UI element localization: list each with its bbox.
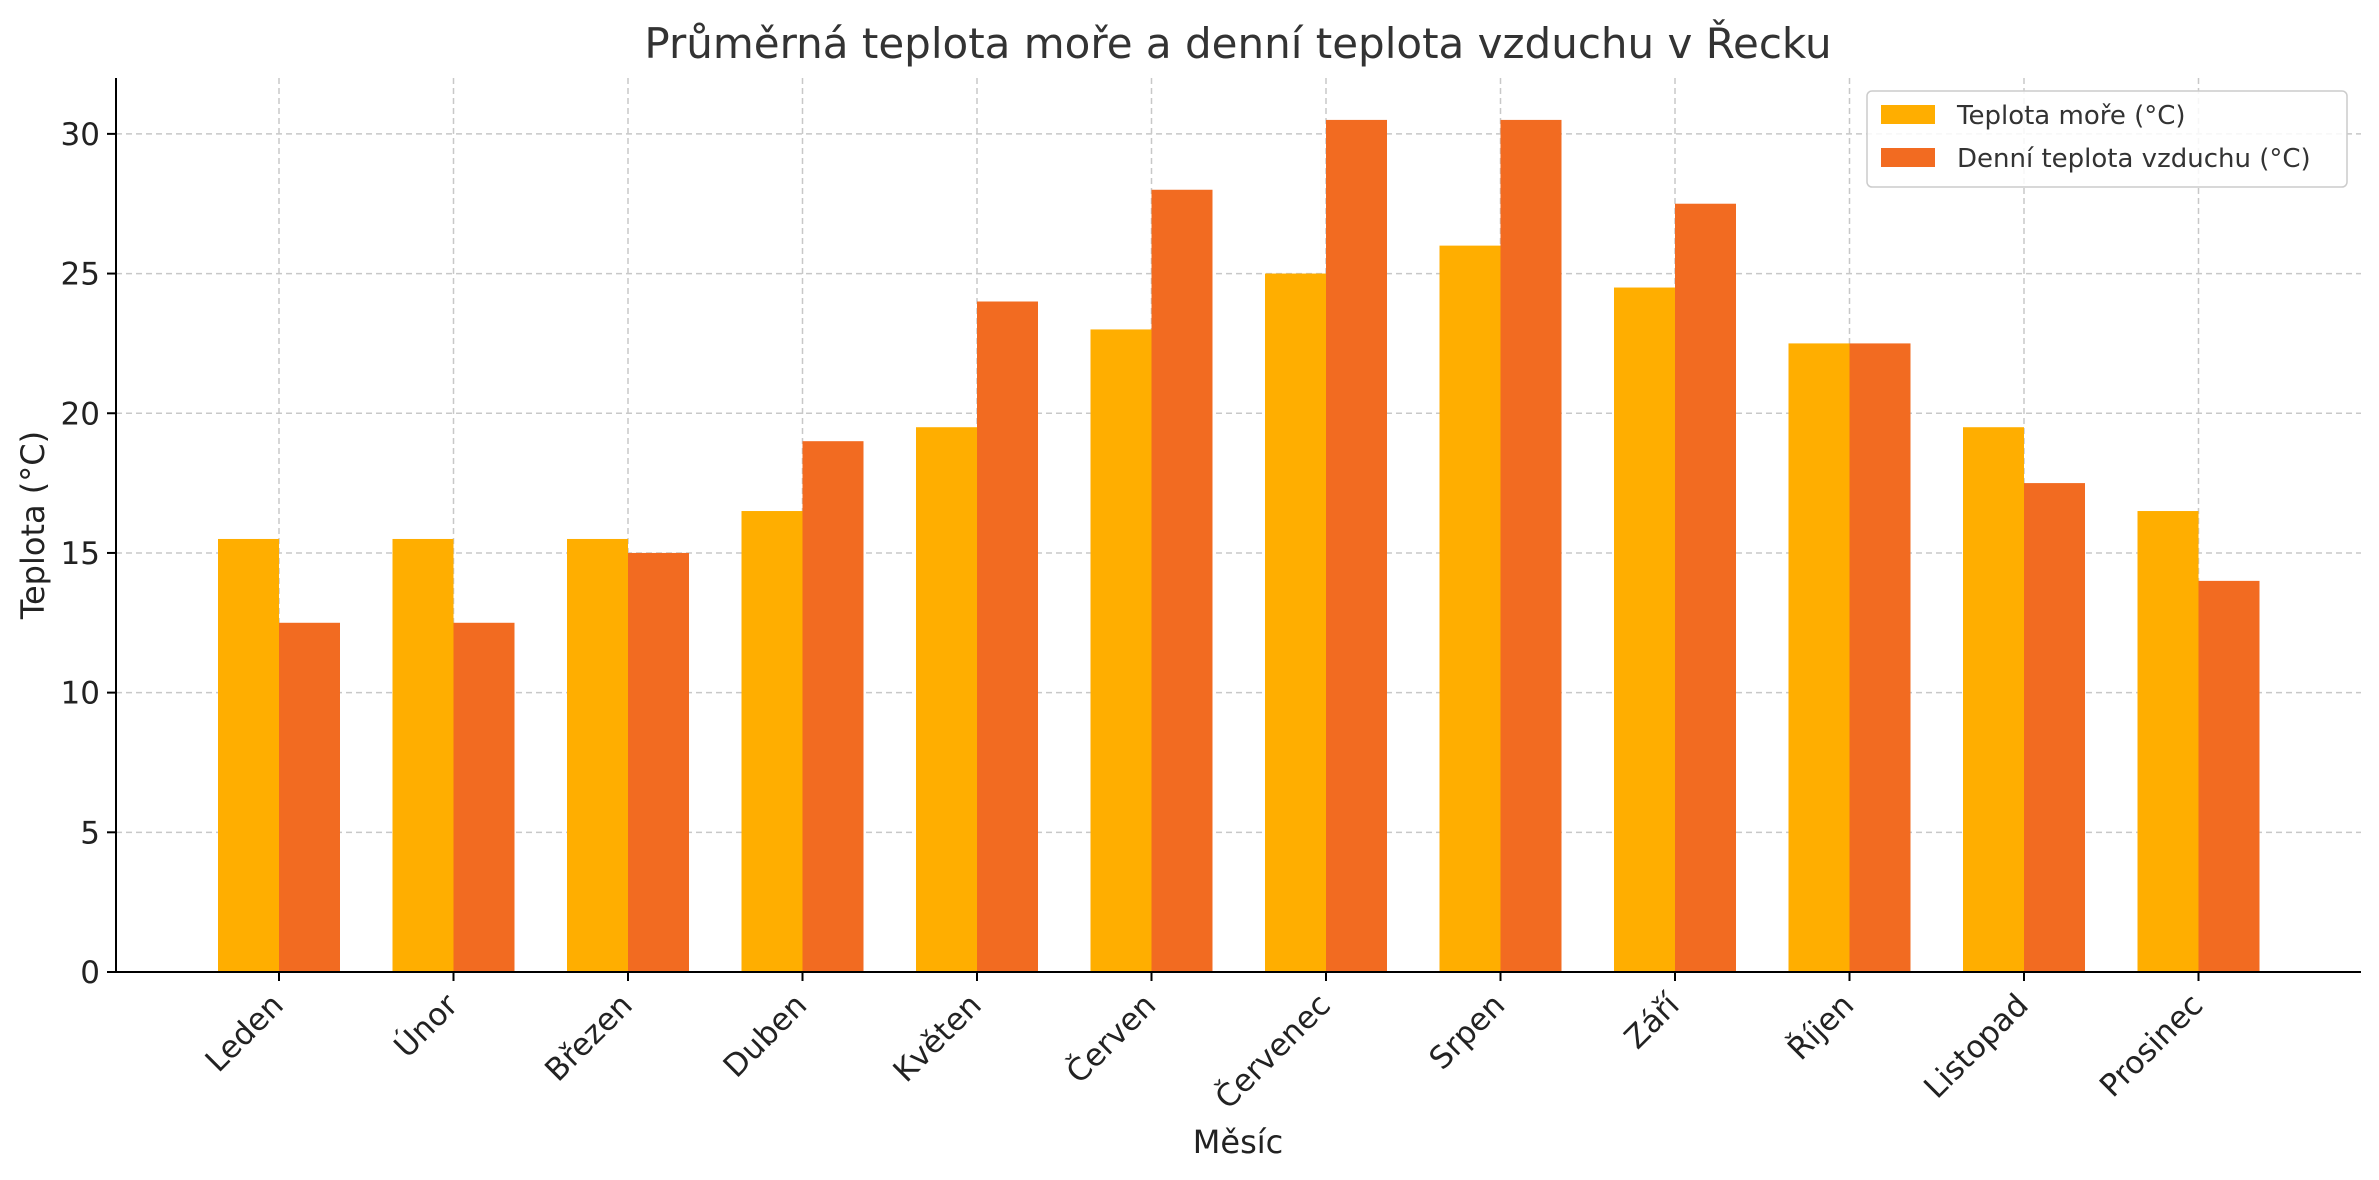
x-tick-label: Březen bbox=[538, 987, 639, 1088]
bar-sea-10 bbox=[1963, 427, 2024, 972]
bar-sea-8 bbox=[1614, 287, 1675, 972]
legend: Teplota moře (°C) Denní teplota vzduchu (… bbox=[1866, 90, 2348, 188]
x-tick-label: Leden bbox=[199, 987, 291, 1079]
y-tick-label: 0 bbox=[80, 955, 100, 991]
chart-title: Průměrná teplota moře a denní teplota vz… bbox=[644, 18, 1831, 68]
y-tick-label: 25 bbox=[61, 257, 100, 293]
bar-air-1 bbox=[453, 622, 515, 972]
bar-air-7 bbox=[1500, 119, 1562, 972]
x-ticks: Leden Únor Březen Duben Květen Červen Červenec… bbox=[199, 972, 2210, 1116]
x-tick-label: Červen bbox=[1059, 986, 1163, 1090]
y-tick-label: 5 bbox=[80, 815, 100, 851]
x-tick-label: Říjen bbox=[1781, 987, 1861, 1067]
bar-air-8 bbox=[1675, 203, 1736, 972]
legend-swatch bbox=[1881, 105, 1935, 124]
bar-air-9 bbox=[1849, 343, 1911, 972]
x-axis-label: Měsíc bbox=[1193, 1123, 1283, 1161]
y-tick-label: 10 bbox=[61, 676, 100, 712]
x-tick-label: Duben bbox=[717, 987, 815, 1085]
x-tick-label: Srpen bbox=[1422, 987, 1512, 1077]
x-tick-label: Září bbox=[1618, 986, 1688, 1056]
bar-air-4 bbox=[977, 301, 1038, 972]
y-axis-label: Teplota (°C) bbox=[14, 431, 52, 620]
bar-sea-1 bbox=[392, 538, 454, 972]
x-tick-label: Prosinec bbox=[2093, 987, 2210, 1104]
y-tick-label: 20 bbox=[61, 396, 100, 432]
bars bbox=[218, 119, 2260, 972]
bar-air-0 bbox=[279, 622, 340, 972]
bar-air-6 bbox=[1326, 119, 1387, 972]
legend-swatch bbox=[1881, 148, 1935, 167]
bar-sea-5 bbox=[1090, 329, 1152, 972]
y-ticks: 0 5 10 15 20 25 30 bbox=[61, 117, 116, 991]
bar-air-5 bbox=[1151, 189, 1213, 972]
bar-sea-3 bbox=[741, 511, 803, 972]
bar-sea-4 bbox=[916, 427, 977, 972]
bar-sea-0 bbox=[218, 538, 279, 972]
y-tick-label: 15 bbox=[61, 536, 100, 572]
bar-sea-7 bbox=[1439, 245, 1501, 972]
x-tick-label: Listopad bbox=[1917, 987, 2035, 1105]
axes bbox=[115, 78, 2361, 973]
bar-sea-6 bbox=[1265, 273, 1326, 972]
legend-box bbox=[1866, 90, 2348, 188]
bar-air-10 bbox=[2024, 483, 2085, 972]
legend-label: Denní teplota vzduchu (°C) bbox=[1957, 144, 2311, 174]
x-tick-label: Únor bbox=[387, 986, 466, 1065]
y-tick-label: 30 bbox=[61, 117, 100, 153]
bar-sea-2 bbox=[567, 538, 628, 972]
bar-sea-11 bbox=[2137, 511, 2199, 972]
bar-air-3 bbox=[802, 441, 864, 972]
legend-label: Teplota moře (°C) bbox=[1956, 101, 2186, 131]
bar-sea-9 bbox=[1788, 343, 1850, 972]
x-tick-label: Květen bbox=[886, 987, 988, 1089]
x-tick-label: Červenec bbox=[1208, 986, 1338, 1116]
bar-air-2 bbox=[628, 552, 689, 972]
bar-air-11 bbox=[2198, 580, 2260, 972]
